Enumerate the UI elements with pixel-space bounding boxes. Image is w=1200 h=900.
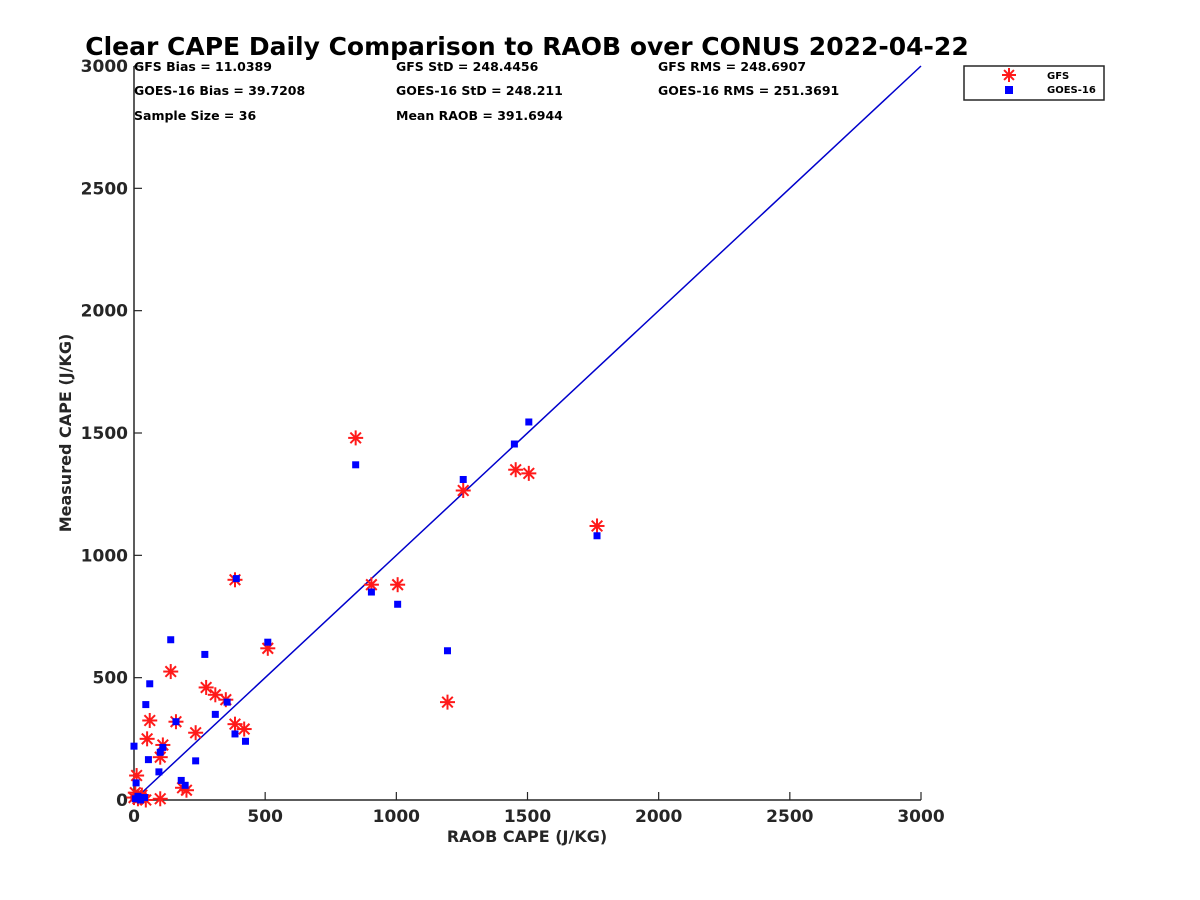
stat-text: Sample Size = 36 xyxy=(134,108,256,123)
y-tick-label: 1000 xyxy=(81,546,128,566)
legend-gfs-label: GFS xyxy=(1047,71,1069,82)
series-goes16 xyxy=(130,418,601,804)
stat-text: GFS RMS = 248.6907 xyxy=(658,59,806,74)
reference-line-group xyxy=(133,65,922,801)
goes16-point xyxy=(177,776,185,784)
reference-line xyxy=(133,65,922,801)
goes16-point xyxy=(192,757,200,765)
stat-text: Mean RAOB = 391.6944 xyxy=(396,108,563,123)
gfs-point xyxy=(163,664,179,680)
gfs-point xyxy=(152,749,168,765)
stat-text: GFS Bias = 11.0389 xyxy=(134,59,272,74)
goes16-point xyxy=(155,768,163,776)
y-tick-label: 2500 xyxy=(81,179,128,199)
stat-text: GOES-16 Bias = 39.7208 xyxy=(134,83,305,98)
legend-goes16-label: GOES-16 xyxy=(1047,85,1096,96)
x-tick-label: 1500 xyxy=(504,807,551,827)
gfs-point xyxy=(390,577,406,593)
y-tick-label: 3000 xyxy=(81,57,128,77)
goes16-point xyxy=(510,440,518,448)
goes16-point xyxy=(264,638,272,646)
x-tick-label: 1000 xyxy=(373,807,420,827)
gfs-point xyxy=(508,462,524,478)
y-tick-label: 0 xyxy=(116,791,128,811)
goes16-point xyxy=(137,796,145,804)
goes16-point xyxy=(459,475,467,483)
goes16-point xyxy=(130,742,138,750)
gfs-point xyxy=(129,768,145,784)
x-tick-label: 500 xyxy=(247,807,283,827)
gfs-point xyxy=(236,721,252,737)
x-tick-label: 2500 xyxy=(766,807,813,827)
goes16-point xyxy=(394,600,402,608)
goes16-point xyxy=(231,730,239,738)
x-axis-label: RAOB CAPE (J/KG) xyxy=(447,827,607,846)
stat-text: GOES-16 RMS = 251.3691 xyxy=(658,83,839,98)
stat-text: GOES-16 StD = 248.211 xyxy=(396,83,563,98)
y-tick-label: 500 xyxy=(93,669,129,689)
goes16-point xyxy=(525,418,533,426)
gfs-point xyxy=(188,725,204,741)
stats-group: GFS Bias = 11.0389 GFS StD = 248.4456 GFS … xyxy=(134,59,839,123)
goes16-point xyxy=(134,792,142,800)
goes16-point xyxy=(593,532,601,540)
goes16-point xyxy=(352,461,360,469)
gfs-point xyxy=(260,640,276,656)
series-gfs xyxy=(126,430,605,808)
goes16-point xyxy=(156,748,164,756)
goes16-point xyxy=(232,575,240,583)
gfs-point xyxy=(198,679,214,695)
gfs-point xyxy=(139,731,155,747)
goes16-point xyxy=(443,647,451,655)
goes16-point xyxy=(167,636,175,644)
goes16-point xyxy=(142,701,150,709)
axes: 0 500 1000 1500 2000 2500 3000 0 500 1000 1500 2000… xyxy=(81,57,945,827)
legend-goes16-marker xyxy=(1005,86,1013,94)
goes16-point xyxy=(146,680,154,688)
goes16-point xyxy=(159,743,167,751)
goes16-point xyxy=(241,737,249,745)
goes16-point xyxy=(181,781,189,789)
y-tick-label: 2000 xyxy=(81,302,128,322)
legend-box xyxy=(963,65,1105,101)
goes16-point xyxy=(144,756,152,764)
goes16-point xyxy=(201,650,209,658)
legend: GFS GOES-16 xyxy=(963,65,1105,101)
gfs-point xyxy=(348,430,364,446)
x-tick-label: 0 xyxy=(128,807,140,827)
legend-gfs-marker xyxy=(1002,68,1016,82)
goes16-point xyxy=(223,698,231,706)
chart-title: Clear CAPE Daily Comparison to RAOB over… xyxy=(85,32,968,61)
goes16-point xyxy=(367,588,375,596)
gfs-point xyxy=(142,712,158,728)
y-tick-label: 1500 xyxy=(81,424,128,444)
gfs-point xyxy=(439,694,455,710)
legend-gfs-asterisk xyxy=(1002,68,1016,82)
gfs-point xyxy=(521,465,537,481)
gfs-point xyxy=(152,791,168,807)
goes16-point xyxy=(132,779,140,787)
y-axis-label: Measured CAPE (J/KG) xyxy=(56,334,75,533)
gfs-point xyxy=(589,518,605,534)
goes16-point xyxy=(172,718,180,726)
goes16-point xyxy=(211,710,219,718)
stat-text: GFS StD = 248.4456 xyxy=(396,59,539,74)
gfs-point xyxy=(455,482,471,498)
x-tick-label: 3000 xyxy=(897,807,944,827)
goes16-point xyxy=(140,794,148,802)
x-tick-label: 2000 xyxy=(635,807,682,827)
